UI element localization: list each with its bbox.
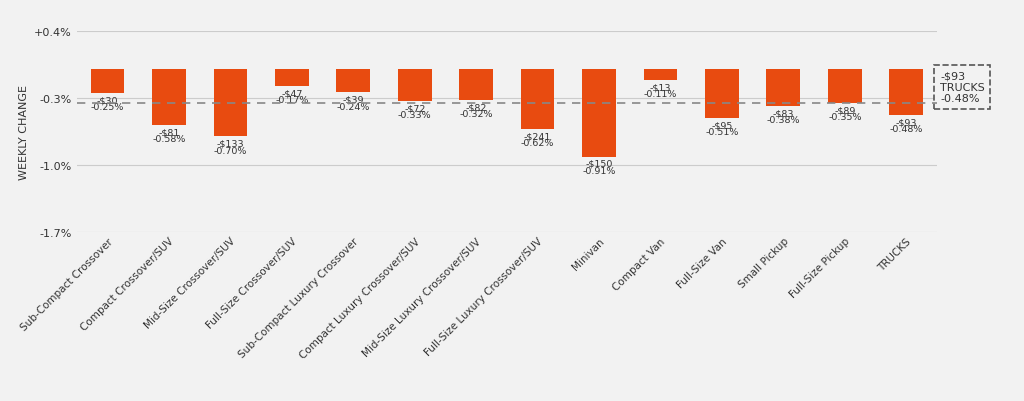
Bar [582,70,616,157]
Text: -$93
TRUCKS
-0.48%: -$93 TRUCKS -0.48% [940,71,985,104]
Text: -$39: -$39 [343,95,364,105]
Text: -$81: -$81 [159,128,179,137]
Text: -0.38%: -0.38% [767,115,800,125]
Text: -0.51%: -0.51% [706,128,738,137]
Text: -$95: -$95 [712,122,732,130]
Text: -$47: -$47 [282,89,302,98]
Bar [397,70,431,102]
Text: -0.62%: -0.62% [521,138,554,148]
Text: -$72: -$72 [404,104,425,113]
Text: Mid-Size Luxury Crossover/SUV: Mid-Size Luxury Crossover/SUV [361,236,483,358]
Text: Compact Crossover/SUV: Compact Crossover/SUV [79,236,176,332]
Text: Compact Luxury Crossover/SUV: Compact Luxury Crossover/SUV [298,236,422,360]
Text: -0.91%: -0.91% [583,166,615,175]
Bar [90,70,125,94]
Bar [213,70,248,137]
Text: -0.25%: -0.25% [91,103,124,112]
Bar [705,70,738,119]
Y-axis label: WEEKLY CHANGE: WEEKLY CHANGE [18,85,29,180]
Text: -0.58%: -0.58% [153,135,185,144]
Bar [520,70,555,130]
Text: TRUCKS: TRUCKS [877,236,913,272]
Text: -$93: -$93 [896,118,916,128]
Text: -0.48%: -0.48% [890,125,923,134]
Text: -0.24%: -0.24% [337,102,370,111]
Text: -$82: -$82 [466,103,486,112]
Text: -0.11%: -0.11% [644,90,677,99]
Bar [643,70,678,81]
Text: Sub-Compact Crossover: Sub-Compact Crossover [18,236,115,332]
Text: -$89: -$89 [835,106,855,115]
Text: -$83: -$83 [773,109,794,118]
Text: -$133: -$133 [217,140,244,148]
Text: -0.17%: -0.17% [275,95,308,105]
Text: Full-Size Luxury Crossover/SUV: Full-Size Luxury Crossover/SUV [423,236,545,357]
Text: Minivan: Minivan [570,236,606,271]
Bar [889,70,924,116]
Text: -0.33%: -0.33% [398,111,431,120]
Text: Compact Van: Compact Van [611,236,668,292]
Text: -$150: -$150 [586,160,612,168]
Text: Small Pickup: Small Pickup [736,236,791,290]
Text: -$241: -$241 [524,132,551,141]
Text: Full-Size Pickup: Full-Size Pickup [788,236,852,300]
Text: -0.35%: -0.35% [828,113,861,122]
Bar [827,70,861,104]
Text: -0.70%: -0.70% [214,146,247,155]
Text: Full-Size Crossover/SUV: Full-Size Crossover/SUV [205,236,299,330]
Bar [152,70,186,126]
Bar [459,70,493,101]
Bar [766,70,801,107]
Bar [336,70,371,93]
Text: -$13: -$13 [650,83,671,92]
Text: -$30: -$30 [97,97,118,105]
Text: Full-Size Van: Full-Size Van [676,236,729,290]
Text: Mid-Size Crossover/SUV: Mid-Size Crossover/SUV [142,236,238,330]
Text: -0.32%: -0.32% [460,110,493,119]
Bar [274,70,309,87]
Text: Sub-Compact Luxury Crossover: Sub-Compact Luxury Crossover [237,236,360,359]
